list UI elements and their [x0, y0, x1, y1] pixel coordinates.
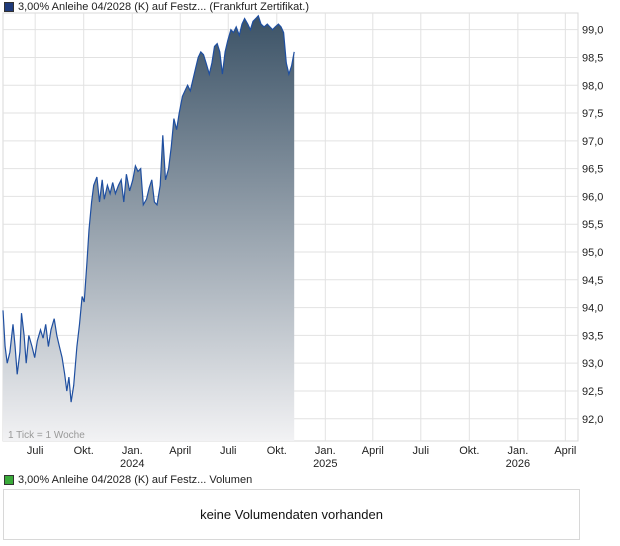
y-tick-label: 98,0 [582, 80, 603, 92]
volume-panel: keine Volumendaten vorhanden [3, 489, 580, 540]
y-tick-label: 95,5 [582, 219, 603, 231]
x-tick-label: Jan. [507, 445, 528, 457]
y-tick-label: 99,0 [582, 25, 603, 37]
x-tick-label: Jan. [315, 445, 336, 457]
legend-price: 3,00% Anleihe 04/2028 (K) auf Festz... (… [4, 1, 309, 13]
x-tick-label: April [554, 445, 576, 457]
y-tick-label: 94,0 [582, 303, 603, 315]
price-area [3, 15, 295, 442]
y-tick-label: 98,5 [582, 52, 603, 64]
legend-volume: 3,00% Anleihe 04/2028 (K) auf Festz... V… [4, 474, 252, 486]
legend-volume-label: 3,00% Anleihe 04/2028 (K) auf Festz... V… [18, 474, 253, 486]
x-tick-year: 2025 [313, 458, 337, 470]
x-tick-label: April [169, 445, 191, 457]
y-tick-label: 95,0 [582, 247, 603, 259]
y-tick-label: 93,0 [582, 358, 603, 370]
y-tick-label: 96,0 [582, 191, 603, 203]
legend-price-swatch [4, 2, 14, 12]
x-tick-year: 2024 [120, 458, 144, 470]
legend-volume-swatch [4, 475, 14, 485]
x-tick-label: Juli [413, 445, 430, 457]
price-line [2, 14, 295, 403]
legend-price-label: 3,00% Anleihe 04/2028 (K) auf Festz... (… [18, 1, 310, 13]
y-tick-label: 93,5 [582, 330, 603, 342]
x-tick-label: April [362, 445, 384, 457]
y-axis: 92,0 92,5 93,0 93,5 94,0 94,5 95,0 95,5 96,0 96,5… [582, 25, 603, 426]
x-tick-year: 2026 [506, 458, 530, 470]
y-tick-label: 97,0 [582, 136, 603, 148]
x-tick-label: Juli [220, 445, 237, 457]
y-tick-label: 92,0 [582, 414, 603, 426]
x-tick-label: Jan. [122, 445, 143, 457]
y-tick-label: 97,5 [582, 108, 603, 120]
y-tick-label: 94,5 [582, 275, 603, 287]
y-tick-label: 96,5 [582, 164, 603, 176]
series-layer [2, 14, 295, 442]
x-tick-label: Okt. [267, 445, 287, 457]
x-tick-label: Okt. [74, 445, 94, 457]
x-tick-label: Okt. [459, 445, 479, 457]
tick-note: 1 Tick = 1 Woche [8, 430, 85, 441]
y-tick-label: 92,5 [582, 386, 603, 398]
x-tick-label: Juli [27, 445, 44, 457]
volume-empty-message: keine Volumendaten vorhanden [200, 507, 383, 522]
